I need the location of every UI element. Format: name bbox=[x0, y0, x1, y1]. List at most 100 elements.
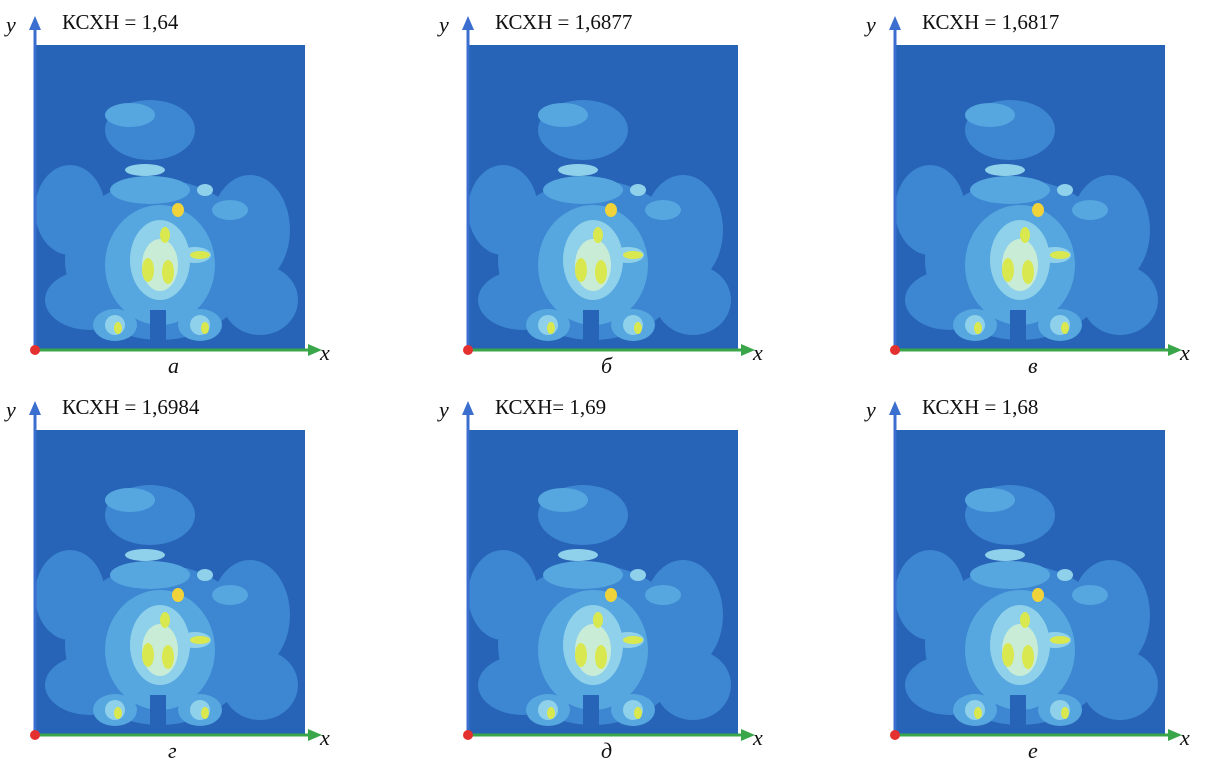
field-hotspot bbox=[190, 251, 210, 259]
field-hotspot bbox=[547, 707, 555, 719]
y-axis-arrow bbox=[889, 401, 901, 415]
field-region bbox=[105, 488, 155, 512]
field-hotspot bbox=[1002, 258, 1014, 282]
field-gap bbox=[150, 310, 166, 350]
field-region bbox=[630, 569, 646, 581]
figure-panel-b: КСХН = 1,6877 y x б bbox=[433, 10, 813, 380]
x-axis-arrow bbox=[1168, 729, 1182, 741]
vswr-label: КСХН = 1,6984 bbox=[62, 395, 200, 419]
field-region bbox=[965, 103, 1015, 127]
field-region bbox=[1057, 569, 1073, 581]
field-hotspot bbox=[1050, 636, 1070, 644]
field-hotspot bbox=[595, 645, 607, 669]
field-distribution-plot bbox=[462, 401, 755, 741]
field-hotspot bbox=[1022, 645, 1034, 669]
origin-marker bbox=[890, 730, 900, 740]
vswr-label: КСХН = 1,6817 bbox=[922, 10, 1060, 34]
field-region bbox=[538, 103, 588, 127]
field-hotspot bbox=[1050, 251, 1070, 259]
field-hotspot bbox=[1061, 322, 1069, 334]
field-hotspot bbox=[593, 227, 603, 243]
field-hotspot bbox=[190, 636, 210, 644]
figure-panel-d: КСХН= 1,69 y x д bbox=[433, 395, 813, 765]
figure-panel-g: КСХН = 1,6984 y x г bbox=[0, 395, 380, 765]
x-axis-label: x bbox=[753, 725, 763, 750]
field-region bbox=[985, 164, 1025, 176]
y-axis-arrow bbox=[462, 16, 474, 30]
field-region bbox=[1057, 184, 1073, 196]
field-region bbox=[1072, 585, 1108, 605]
field-hotspot bbox=[547, 322, 555, 334]
field-gap bbox=[583, 695, 599, 735]
subfigure-label: б bbox=[601, 353, 613, 378]
origin-marker bbox=[463, 345, 473, 355]
field-hotspot bbox=[634, 707, 642, 719]
field-region bbox=[1082, 265, 1158, 335]
field-region bbox=[630, 184, 646, 196]
field-hotspot bbox=[172, 203, 184, 217]
field-region bbox=[985, 549, 1025, 561]
field-hotspot bbox=[623, 636, 643, 644]
field-distribution-plot bbox=[462, 16, 755, 356]
field-hotspot bbox=[593, 612, 603, 628]
subfigure-label: е bbox=[1028, 738, 1038, 763]
field-region bbox=[543, 176, 623, 204]
y-axis-label: y bbox=[439, 397, 449, 422]
subfigure-label: г bbox=[168, 738, 177, 763]
y-axis-arrow bbox=[29, 16, 41, 30]
y-axis-label: y bbox=[866, 397, 876, 422]
y-axis-label: y bbox=[866, 12, 876, 37]
field-region bbox=[645, 585, 681, 605]
field-region bbox=[1072, 200, 1108, 220]
field-region bbox=[1082, 650, 1158, 720]
field-hotspot bbox=[201, 707, 209, 719]
field-hotspot bbox=[114, 707, 122, 719]
origin-marker bbox=[463, 730, 473, 740]
x-axis-label: x bbox=[320, 725, 330, 750]
x-axis-label: x bbox=[1180, 340, 1190, 365]
field-hotspot bbox=[634, 322, 642, 334]
field-region bbox=[212, 200, 248, 220]
x-axis-label: x bbox=[1180, 725, 1190, 750]
field-hotspot bbox=[114, 322, 122, 334]
field-gap bbox=[1010, 310, 1026, 350]
field-hotspot bbox=[1022, 260, 1034, 284]
field-gap bbox=[150, 695, 166, 735]
field-hotspot bbox=[160, 612, 170, 628]
figure-panel-v: КСХН = 1,6817 y x в bbox=[860, 10, 1213, 380]
field-region bbox=[197, 569, 213, 581]
field-region bbox=[110, 176, 190, 204]
field-region bbox=[543, 561, 623, 589]
field-region bbox=[222, 265, 298, 335]
subfigure-label: а bbox=[168, 353, 179, 378]
field-hotspot bbox=[162, 260, 174, 284]
field-distribution-plot bbox=[29, 16, 322, 356]
field-region bbox=[125, 164, 165, 176]
field-distribution-plot bbox=[29, 401, 322, 741]
vswr-label: КСХН = 1,6877 bbox=[495, 10, 633, 34]
field-region bbox=[655, 650, 731, 720]
field-distribution-plot bbox=[889, 16, 1182, 356]
field-hotspot bbox=[575, 643, 587, 667]
y-axis-label: y bbox=[6, 12, 16, 37]
field-region bbox=[105, 103, 155, 127]
field-hotspot bbox=[974, 707, 982, 719]
field-hotspot bbox=[160, 227, 170, 243]
x-axis-label: x bbox=[753, 340, 763, 365]
origin-marker bbox=[30, 345, 40, 355]
field-hotspot bbox=[974, 322, 982, 334]
y-axis-arrow bbox=[889, 16, 901, 30]
field-hotspot bbox=[605, 203, 617, 217]
field-hotspot bbox=[1020, 612, 1030, 628]
field-region bbox=[970, 561, 1050, 589]
field-region bbox=[558, 164, 598, 176]
y-axis-label: y bbox=[439, 12, 449, 37]
x-axis-arrow bbox=[1168, 344, 1182, 356]
field-hotspot bbox=[162, 645, 174, 669]
field-hotspot bbox=[1032, 588, 1044, 602]
field-region bbox=[538, 488, 588, 512]
subfigure-label: в bbox=[1028, 353, 1038, 378]
field-hotspot bbox=[1061, 707, 1069, 719]
field-region bbox=[125, 549, 165, 561]
field-gap bbox=[1010, 695, 1026, 735]
